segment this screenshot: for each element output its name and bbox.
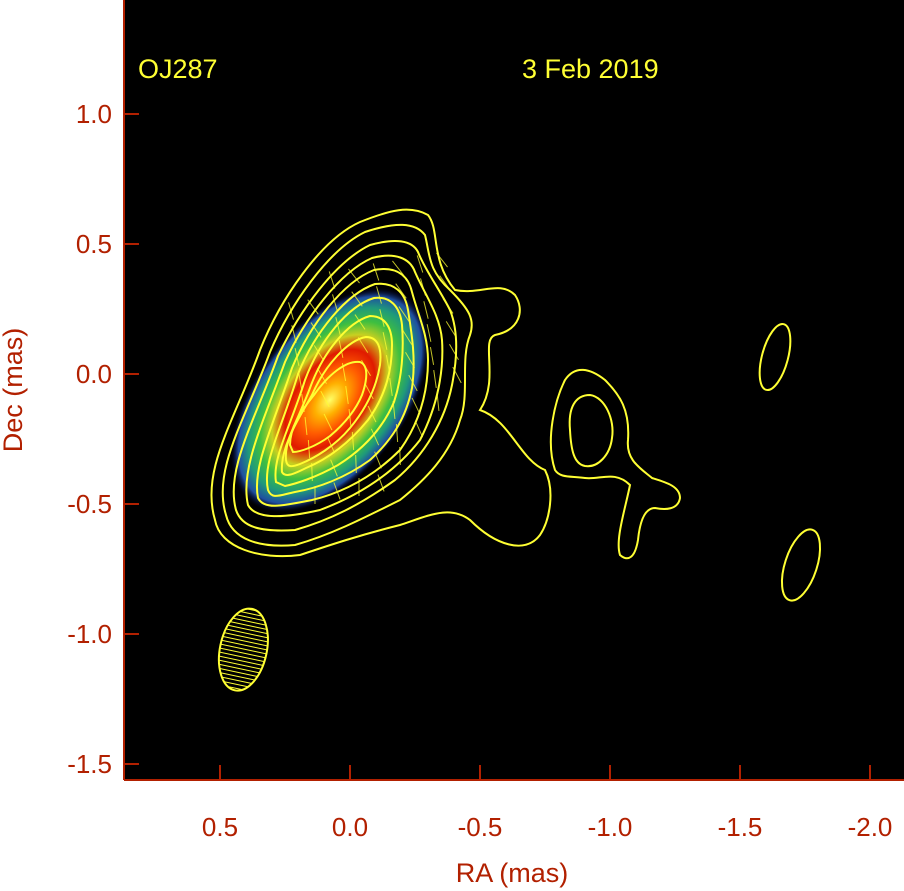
contour-isolated-north — [758, 322, 792, 392]
contour-set — [210, 208, 822, 602]
evpa-stick — [326, 436, 336, 454]
contour-10 — [288, 360, 368, 454]
evpa-stick — [313, 345, 325, 361]
y-tick-label: -1.5 — [67, 749, 112, 779]
evpa-stick — [323, 413, 333, 431]
x-axis-title: RA (mas) — [456, 858, 569, 888]
contour-7 — [274, 296, 404, 488]
contour-5 — [256, 268, 430, 507]
x-tick-label: -1.0 — [588, 812, 633, 842]
source-label: OJ287 — [138, 54, 218, 84]
evpa-stick — [426, 324, 432, 342]
evpa-stick — [445, 321, 457, 337]
evpa-stick — [411, 397, 421, 415]
evpa-stick — [392, 260, 404, 276]
y-axis-ticks: 1.0 0.5 0.0 -0.5 -1.0 -1.5 — [67, 99, 139, 779]
evpa-stick — [357, 337, 369, 353]
evpa-stick — [320, 390, 330, 408]
beam-ellipse — [217, 607, 269, 692]
x-tick-label: -1.5 — [718, 812, 763, 842]
contour-3 — [232, 239, 458, 532]
evpa-stick — [376, 286, 382, 304]
evpa-stick — [348, 408, 352, 428]
contour-9 — [284, 335, 382, 468]
contour-8 — [280, 314, 394, 476]
evpa-stick — [449, 343, 459, 361]
evpa-stick — [354, 314, 366, 330]
y-tick-label: -0.5 — [67, 489, 112, 519]
x-tick-label: -2.0 — [848, 812, 893, 842]
evpa-stick — [382, 332, 388, 350]
intensity-map — [230, 287, 430, 513]
evpa-stick — [398, 306, 410, 322]
evpa-stick — [401, 329, 413, 345]
y-tick-label: 1.0 — [76, 99, 112, 129]
contour-6 — [266, 282, 415, 497]
contour-west-arc — [549, 368, 682, 560]
evpa-stick — [414, 420, 424, 438]
evpa-stick — [364, 382, 374, 400]
contour-2 — [221, 223, 473, 547]
contour-isolated-south — [780, 528, 822, 602]
y-axis-title: Dec (mas) — [0, 328, 28, 453]
evpa-stick — [379, 309, 385, 327]
evpa-stick — [332, 294, 338, 312]
contour-west-inner — [568, 393, 614, 468]
evpa-stick — [395, 283, 407, 299]
evpa-stick — [345, 386, 349, 404]
evpa-stick — [304, 416, 308, 436]
evpa-stick — [370, 428, 380, 446]
evpa-stick — [328, 271, 336, 289]
x-tick-label: -0.5 — [458, 812, 503, 842]
contour-outer — [210, 208, 552, 558]
x-tick-label: 0.5 — [202, 812, 238, 842]
evpa-stick — [338, 340, 344, 358]
evpa-stick — [429, 347, 435, 365]
evpa-stick — [416, 255, 424, 273]
evpa-stick — [372, 263, 380, 281]
y-tick-label: 0.0 — [76, 359, 112, 389]
evpa-stick — [335, 317, 341, 335]
evpa-stick — [433, 370, 437, 388]
evpa-stick — [351, 431, 355, 451]
date-label: 3 Feb 2019 — [522, 54, 659, 84]
x-tick-label: 0.0 — [332, 812, 368, 842]
x-axis-ticks: 0.5 0.0 -0.5 -1.0 -1.5 -2.0 — [202, 765, 892, 842]
evpa-stick — [423, 301, 429, 319]
evpa-stick — [389, 378, 393, 396]
y-tick-label: -1.0 — [67, 619, 112, 649]
contour-4 — [245, 254, 444, 518]
y-tick-label: 0.5 — [76, 229, 112, 259]
